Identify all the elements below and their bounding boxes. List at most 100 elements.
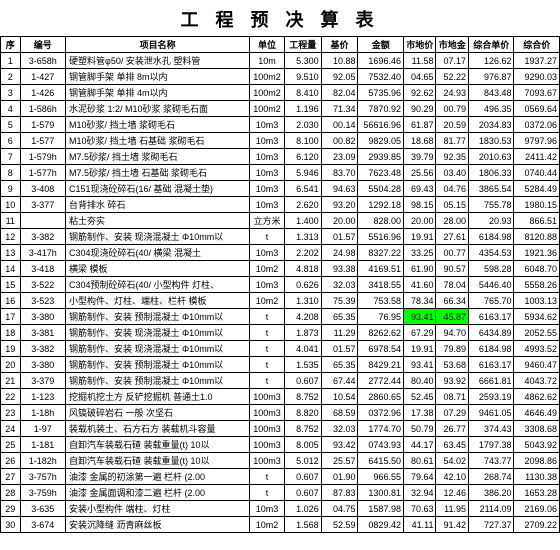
table-row: 251-181自卸汽车装载石碴 装载重量(t) 10以100m38.00593.… bbox=[1, 437, 560, 453]
cell-ca: 1921.36 bbox=[514, 245, 560, 261]
th-qty: 工程量 bbox=[284, 37, 321, 53]
cell-mp: 67.29 bbox=[403, 325, 436, 341]
cell-ma: 03.40 bbox=[436, 165, 469, 181]
cell-ca: 4646.49 bbox=[514, 405, 560, 421]
table-row: 203-380钢筋制作、安装 预制混凝土 Φ10mm以t1.53565.3584… bbox=[1, 357, 560, 373]
cell-unit: 100m2 bbox=[250, 101, 285, 117]
cell-amt: 753.58 bbox=[358, 293, 404, 309]
cell-amt: 7532.40 bbox=[358, 69, 404, 85]
table-row: 273-757h油漆 金属的初涂第一遍 栏杆 (2.00t0.60701.909… bbox=[1, 469, 560, 485]
cell-ma: 04.76 bbox=[436, 181, 469, 197]
cell-ca: 2169.06 bbox=[514, 501, 560, 517]
cell-name: 小型构件、灯柱、端柱、栏杆 模板 bbox=[66, 293, 250, 309]
cell-seq: 25 bbox=[1, 437, 21, 453]
table-row: 241-97装载机装土、石方石方 装载机斗容量100m38.75232.0317… bbox=[1, 421, 560, 437]
table-row: 303-674安装沉降缝 沥青麻丝板10m21.56852.590829.424… bbox=[1, 517, 560, 533]
table-row: 283-759h油漆 金属面调和漆二遍 栏杆 (2.00t0.60787.831… bbox=[1, 485, 560, 501]
cell-amt: 56616.96 bbox=[358, 117, 404, 133]
cell-mp: 61.87 bbox=[403, 117, 436, 133]
cell-mp: 19.91 bbox=[403, 341, 436, 357]
cell-seq: 5 bbox=[1, 117, 21, 133]
table-row: 41-586h水泥砂浆 1:2/ M10砂浆 浆砌毛石面100m21.19671… bbox=[1, 101, 560, 117]
cell-seq: 21 bbox=[1, 373, 21, 389]
cell-qty: 1.568 bbox=[284, 517, 321, 533]
cell-amt: 6415.50 bbox=[358, 453, 404, 469]
cell-name: 自卸汽车装载石碴 装载重量(t) 10以 bbox=[66, 437, 250, 453]
cell-mp: 18.68 bbox=[403, 133, 436, 149]
cell-ma: 52.22 bbox=[436, 69, 469, 85]
cell-unit: t bbox=[250, 229, 285, 245]
table-row: 293-635安装小型构件 端柱、灯柱10m31.02604.751587.98… bbox=[1, 501, 560, 517]
cell-base: 01.57 bbox=[321, 341, 358, 357]
cell-name: 自卸汽车装载石碴 装载重量(t) 10以 bbox=[66, 453, 250, 469]
cell-unit: 100m3 bbox=[250, 405, 285, 421]
table-row: 71-579hM7.5砂浆/ 挡土墙 浆砌毛石10m36.12023.09293… bbox=[1, 149, 560, 165]
cell-unit: 10m3 bbox=[250, 133, 285, 149]
cell-base: 10.88 bbox=[321, 53, 358, 69]
th-mp: 市地价 bbox=[403, 37, 436, 53]
cell-qty: 8.752 bbox=[284, 389, 321, 405]
cell-code: 1-97 bbox=[20, 421, 66, 437]
cell-seq: 30 bbox=[1, 517, 21, 533]
cell-base: 25.57 bbox=[321, 453, 358, 469]
cell-name: 钢筋制作、安装 现浇混凝土 Φ10mm以 bbox=[66, 341, 250, 357]
th-name: 项目名称 bbox=[66, 37, 250, 53]
cell-name: 粘土夯实 bbox=[66, 213, 250, 229]
cell-ca: 866.51 bbox=[514, 213, 560, 229]
cell-amt: 1292.18 bbox=[358, 197, 404, 213]
cell-ma: 00.79 bbox=[436, 101, 469, 117]
cell-qty: 1.400 bbox=[284, 213, 321, 229]
table-body: 13-658h硬塑料管φ50/ 安装泄水孔 塑料管10m5.30010.8816… bbox=[1, 53, 560, 533]
cell-unit: 10m3 bbox=[250, 149, 285, 165]
cell-ma: 81.77 bbox=[436, 133, 469, 149]
cell-ma: 92.35 bbox=[436, 149, 469, 165]
cell-unit: 100m3 bbox=[250, 389, 285, 405]
cell-ma: 91.42 bbox=[436, 517, 469, 533]
cell-cp: 4354.53 bbox=[468, 245, 514, 261]
cell-amt: 0829.42 bbox=[358, 517, 404, 533]
th-ma: 市地金 bbox=[436, 37, 469, 53]
cell-base: 11.29 bbox=[321, 325, 358, 341]
cell-seq: 22 bbox=[1, 389, 21, 405]
cell-code: 1-586h bbox=[20, 101, 66, 117]
cell-amt: 9829.05 bbox=[358, 133, 404, 149]
cell-cp: 2114.09 bbox=[468, 501, 514, 517]
cell-ca: 2709.22 bbox=[514, 517, 560, 533]
cell-base: 71.34 bbox=[321, 101, 358, 117]
table-row: 11粘土夯实立方米1.40020.00828.0020.0028.0020.93… bbox=[1, 213, 560, 229]
cell-unit: t bbox=[250, 469, 285, 485]
cell-mp: 17.38 bbox=[403, 405, 436, 421]
cell-unit: 100m2 bbox=[250, 69, 285, 85]
cell-name: 钢管脚手架 单排 8m以内 bbox=[66, 69, 250, 85]
cell-seq: 11 bbox=[1, 213, 21, 229]
cell-code: 3-674 bbox=[20, 517, 66, 533]
cell-seq: 6 bbox=[1, 133, 21, 149]
cell-seq: 15 bbox=[1, 277, 21, 293]
cell-amt: 3418.55 bbox=[358, 277, 404, 293]
cell-qty: 9.510 bbox=[284, 69, 321, 85]
cell-cp: 5446.40 bbox=[468, 277, 514, 293]
cell-code: 3-382 bbox=[20, 341, 66, 357]
cell-code bbox=[20, 213, 66, 229]
cell-code: 1-577h bbox=[20, 165, 66, 181]
cell-ca: 1653.28 bbox=[514, 485, 560, 501]
th-base: 基价 bbox=[321, 37, 358, 53]
cell-unit: 10m3 bbox=[250, 501, 285, 517]
th-seq: 序 bbox=[1, 37, 21, 53]
cell-mp: 90.29 bbox=[403, 101, 436, 117]
cell-base: 01.90 bbox=[321, 469, 358, 485]
cell-qty: 1.313 bbox=[284, 229, 321, 245]
cell-cp: 6163.17 bbox=[468, 357, 514, 373]
cell-mp: 41.60 bbox=[403, 277, 436, 293]
cell-qty: 0.607 bbox=[284, 469, 321, 485]
cell-amt: 4169.51 bbox=[358, 261, 404, 277]
table-row: 51-579M10砂浆/ 挡土墙 浆砌毛石10m32.03000.1456616… bbox=[1, 117, 560, 133]
cell-ca: 1980.15 bbox=[514, 197, 560, 213]
cell-ca: 0569.64 bbox=[514, 101, 560, 117]
cell-cp: 765.70 bbox=[468, 293, 514, 309]
cell-unit: 10m bbox=[250, 53, 285, 69]
cell-ma: 08.71 bbox=[436, 389, 469, 405]
cell-seq: 19 bbox=[1, 341, 21, 357]
cell-seq: 26 bbox=[1, 453, 21, 469]
cell-cp: 6434.89 bbox=[468, 325, 514, 341]
